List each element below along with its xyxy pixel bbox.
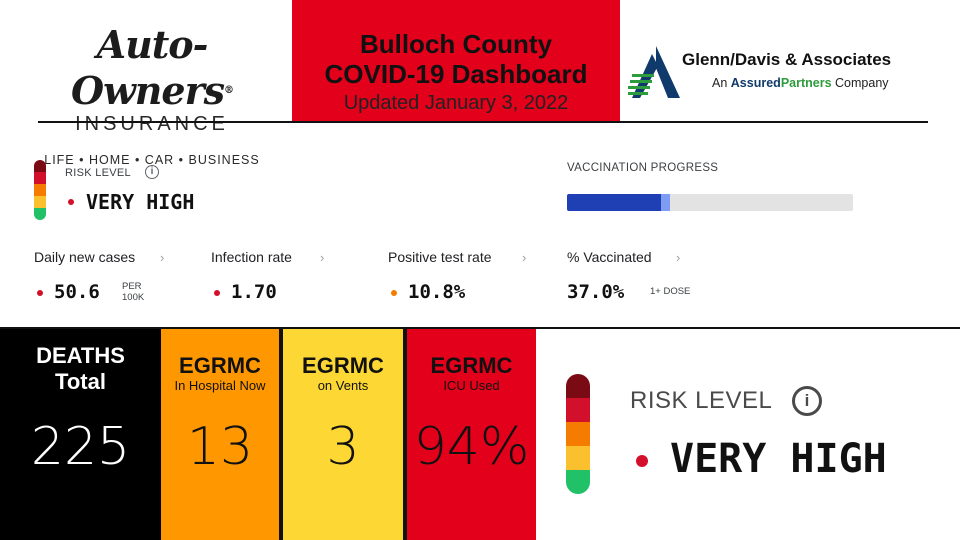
metric-dot	[391, 290, 397, 296]
header-divider	[38, 121, 928, 123]
tile-deaths-value: 225	[30, 417, 131, 477]
metric-dot	[214, 290, 220, 296]
tile-on-vents-subtitle: on Vents	[317, 378, 369, 393]
risk-scale-segment	[34, 184, 46, 196]
glenn-davis-subtitle: An AssuredPartners Company	[712, 76, 889, 90]
chevron-right-icon[interactable]: ›	[522, 250, 527, 265]
tile-deaths-total: DEATHS Total 225	[0, 329, 161, 540]
tile-on-vents: EGRMC on Vents 3	[283, 329, 403, 540]
tile-icu-used-subtitle: ICU Used	[443, 378, 500, 393]
metric-infection-rate-label[interactable]: Infection rate	[211, 249, 292, 265]
vaccination-progress-label: VACCINATION PROGRESS	[567, 162, 719, 174]
tile-on-vents-value: 3	[326, 417, 360, 477]
info-icon[interactable]: i	[792, 386, 822, 416]
glenn-davis-logo: Glenn/Davis & Associates An AssuredPartn…	[620, 30, 960, 110]
metric-positive-test-rate-value: 10.8%	[408, 281, 466, 303]
auto-owners-wordmark: Auto-Owners®	[70, 22, 234, 113]
vaccination-fill-partial	[661, 194, 670, 211]
title-dashboard: COVID-19 Dashboard	[324, 59, 588, 89]
risk-scale-large	[566, 374, 590, 494]
vaccination-progress-bar	[567, 194, 853, 211]
tile-in-hospital-value: 13	[186, 417, 254, 477]
risk-scale-segment	[34, 160, 46, 172]
metric-infection-rate-value: 1.70	[231, 281, 277, 303]
tile-deaths-subtitle: Total	[55, 369, 106, 394]
updated-date: Updated January 3, 2022	[343, 92, 569, 114]
risk-dot	[68, 199, 74, 205]
risk-level-value: VERY HIGH	[86, 190, 195, 214]
risk-scale-small	[34, 160, 46, 220]
metric-positive-test-rate-label[interactable]: Positive test rate	[388, 249, 492, 265]
risk-level-label: RISK LEVEL	[65, 167, 131, 179]
auto-owners-tagline: LIFE • HOME • CAR • BUSINESS	[44, 153, 260, 167]
chevron-right-icon[interactable]: ›	[160, 250, 165, 265]
tile-in-hospital-title: EGRMC	[179, 353, 261, 378]
tile-on-vents-title: EGRMC	[302, 353, 384, 378]
info-icon[interactable]: i	[145, 165, 159, 179]
metric-daily-new-cases-value: 50.6	[54, 281, 100, 303]
auto-owners-insurance-word: INSURANCE	[75, 113, 229, 135]
tile-in-hospital: EGRMC In Hospital Now 13	[161, 329, 279, 540]
tile-divider	[279, 329, 283, 540]
risk-scale-segment	[566, 470, 590, 494]
big-risk-level-label: RISK LEVEL	[630, 387, 773, 414]
big-risk-level-value: VERY HIGH	[670, 436, 887, 482]
title-county: Bulloch County	[359, 29, 553, 59]
glenn-davis-logo-mark-icon	[628, 46, 680, 98]
risk-scale-segment	[566, 446, 590, 470]
metric-vaccinated-label[interactable]: % Vaccinated	[567, 249, 652, 265]
risk-scale-segment	[566, 398, 590, 422]
auto-owners-logo: Auto-Owners® INSURANCE LIFE • HOME • CAR…	[18, 22, 286, 167]
risk-scale-segment	[34, 196, 46, 208]
risk-scale-segment	[34, 208, 46, 220]
risk-scale-segment	[566, 374, 590, 398]
section-divider	[0, 327, 960, 329]
metric-vaccinated-value: 37.0%	[567, 281, 625, 303]
tile-icu-used-value: 94%	[413, 417, 530, 477]
tile-in-hospital-subtitle: In Hospital Now	[174, 378, 266, 393]
risk-scale-segment	[34, 172, 46, 184]
big-risk-dot	[636, 455, 648, 467]
tile-divider	[403, 329, 407, 540]
metric-dot	[37, 290, 43, 296]
tile-deaths-title: DEATHS	[36, 343, 125, 368]
chevron-right-icon[interactable]: ›	[676, 250, 681, 265]
vaccination-fill-complete	[567, 194, 662, 211]
tile-icu-used-title: EGRMC	[430, 353, 513, 378]
tile-icu-used: EGRMC ICU Used 94%	[407, 329, 536, 540]
chevron-right-icon[interactable]: ›	[320, 250, 325, 265]
metric-daily-new-cases-unit: PER 100K	[122, 281, 145, 303]
risk-scale-segment	[566, 422, 590, 446]
metric-daily-new-cases-label[interactable]: Daily new cases	[34, 249, 136, 265]
metric-vaccinated-unit: 1+ DOSE	[650, 286, 691, 297]
glenn-davis-name: Glenn/Davis & Associates	[682, 50, 892, 69]
dashboard-title-box: Bulloch County COVID-19 Dashboard Update…	[292, 0, 620, 122]
